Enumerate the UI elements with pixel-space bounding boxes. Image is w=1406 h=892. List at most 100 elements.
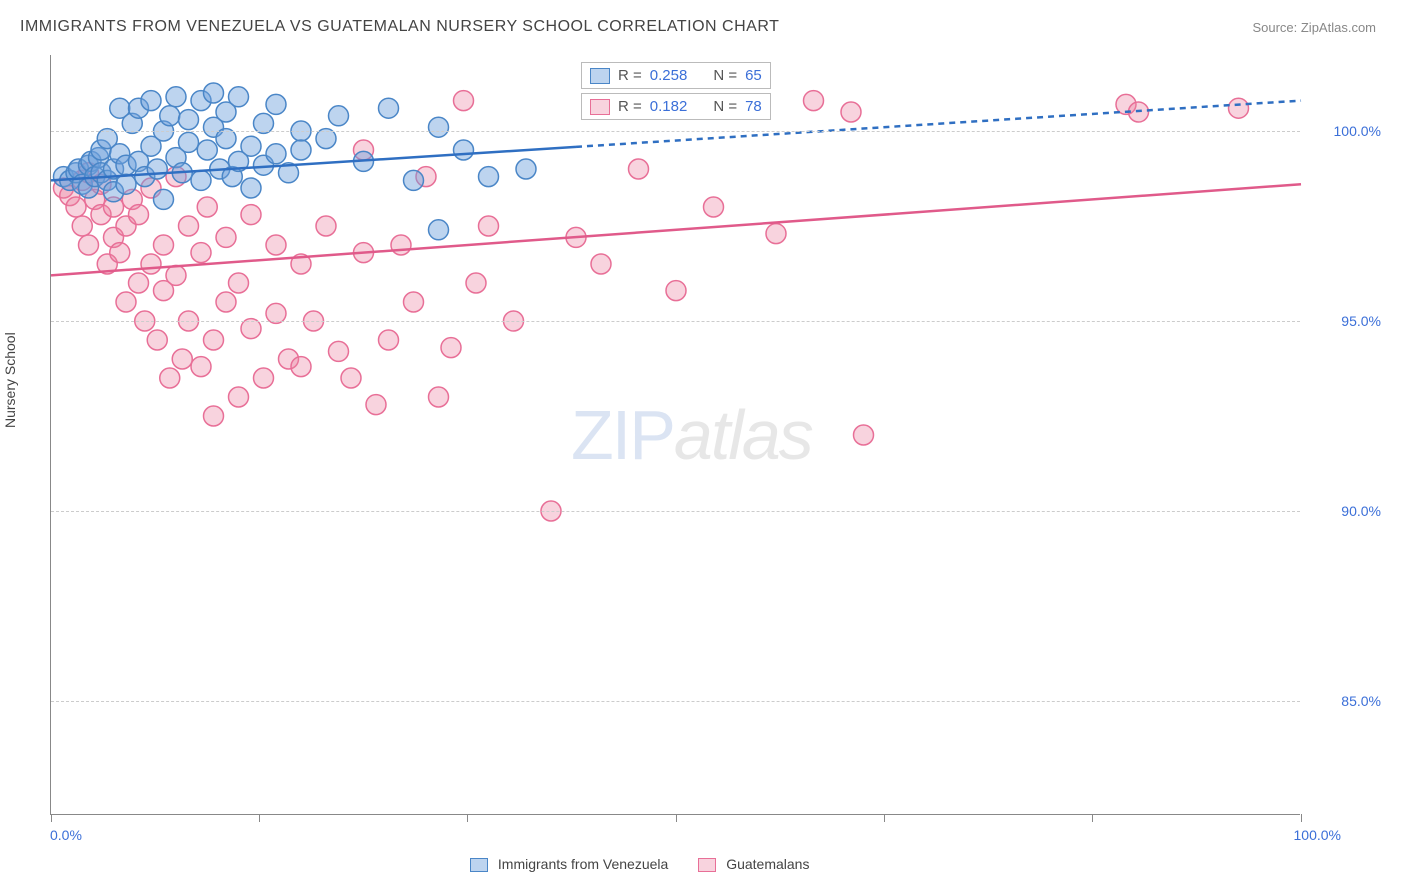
point-guatemalans [479, 216, 499, 236]
legend: Immigrants from Venezuela Guatemalans [470, 856, 809, 872]
xtick [51, 814, 52, 822]
ytick-label: 100.0% [1334, 123, 1381, 139]
xtick-label-max: 100.0% [1294, 827, 1341, 843]
point-venezuela [141, 91, 161, 111]
point-venezuela [241, 136, 261, 156]
point-venezuela [197, 140, 217, 160]
stats-r-value-a: 0.258 [650, 67, 688, 84]
legend-swatch-b [698, 858, 716, 872]
source-attribution: Source: ZipAtlas.com [1252, 20, 1376, 35]
point-venezuela [160, 106, 180, 126]
point-guatemalans [341, 368, 361, 388]
xtick [676, 814, 677, 822]
point-guatemalans [172, 349, 192, 369]
point-guatemalans [129, 205, 149, 225]
point-venezuela [229, 87, 249, 107]
stats-n-value-a: 65 [745, 67, 762, 84]
point-guatemalans [329, 341, 349, 361]
point-venezuela [479, 167, 499, 187]
point-guatemalans [629, 159, 649, 179]
gridline [51, 701, 1300, 702]
point-guatemalans [147, 330, 167, 350]
point-guatemalans [1229, 98, 1249, 118]
point-venezuela [204, 83, 224, 103]
gridline [51, 321, 1300, 322]
point-guatemalans [197, 197, 217, 217]
xtick [884, 814, 885, 822]
point-guatemalans [191, 243, 211, 263]
point-guatemalans [854, 425, 874, 445]
point-guatemalans [66, 197, 86, 217]
stats-swatch-b [590, 99, 610, 115]
point-guatemalans [841, 102, 861, 122]
point-venezuela [429, 117, 449, 137]
point-guatemalans [179, 216, 199, 236]
point-venezuela [266, 144, 286, 164]
point-venezuela [379, 98, 399, 118]
point-guatemalans [154, 235, 174, 255]
point-guatemalans [216, 227, 236, 247]
legend-label-a: Immigrants from Venezuela [498, 856, 668, 872]
point-guatemalans [116, 292, 136, 312]
point-venezuela [404, 170, 424, 190]
point-venezuela [179, 110, 199, 130]
stats-n-value-b: 78 [745, 98, 762, 115]
stats-n-label-b: N = [713, 98, 737, 115]
xtick [259, 814, 260, 822]
point-venezuela [241, 178, 261, 198]
point-guatemalans [291, 357, 311, 377]
chart-title: IMMIGRANTS FROM VENEZUELA VS GUATEMALAN … [20, 18, 779, 36]
point-guatemalans [110, 243, 130, 263]
ytick-label: 95.0% [1341, 313, 1381, 329]
point-guatemalans [766, 224, 786, 244]
xtick [1301, 814, 1302, 822]
point-guatemalans [379, 330, 399, 350]
point-venezuela [429, 220, 449, 240]
point-guatemalans [466, 273, 486, 293]
point-venezuela [154, 189, 174, 209]
ytick-label: 85.0% [1341, 693, 1381, 709]
point-guatemalans [72, 216, 92, 236]
point-guatemalans [441, 338, 461, 358]
plot-area: R = 0.258 N = 65 R = 0.182 N = 78 ZIPatl… [50, 55, 1300, 815]
stats-r-value-b: 0.182 [650, 98, 688, 115]
point-guatemalans [160, 368, 180, 388]
point-guatemalans [216, 292, 236, 312]
point-venezuela [291, 140, 311, 160]
legend-item-b: Guatemalans [698, 856, 809, 872]
point-guatemalans [666, 281, 686, 301]
point-guatemalans [391, 235, 411, 255]
y-axis-label: Nursery School [2, 332, 18, 428]
point-guatemalans [366, 395, 386, 415]
point-guatemalans [591, 254, 611, 274]
point-guatemalans [79, 235, 99, 255]
stats-r-label-b: R = [618, 98, 642, 115]
xtick [467, 814, 468, 822]
stats-n-label-a: N = [713, 67, 737, 84]
point-guatemalans [316, 216, 336, 236]
gridline [51, 511, 1300, 512]
point-guatemalans [804, 91, 824, 111]
point-guatemalans [204, 330, 224, 350]
point-venezuela [329, 106, 349, 126]
point-venezuela [516, 159, 536, 179]
point-guatemalans [166, 265, 186, 285]
point-venezuela [179, 132, 199, 152]
point-guatemalans [191, 357, 211, 377]
gridline [51, 131, 1300, 132]
xtick [1092, 814, 1093, 822]
point-guatemalans [704, 197, 724, 217]
legend-swatch-a [470, 858, 488, 872]
point-venezuela [147, 159, 167, 179]
legend-item-a: Immigrants from Venezuela [470, 856, 668, 872]
point-guatemalans [204, 406, 224, 426]
stats-box-series-b: R = 0.182 N = 78 [581, 93, 771, 120]
legend-label-b: Guatemalans [726, 856, 809, 872]
point-venezuela [266, 94, 286, 114]
ytick-label: 90.0% [1341, 503, 1381, 519]
point-guatemalans [429, 387, 449, 407]
point-venezuela [191, 170, 211, 190]
point-guatemalans [141, 254, 161, 274]
stats-box-series-a: R = 0.258 N = 65 [581, 62, 771, 89]
point-venezuela [166, 87, 186, 107]
